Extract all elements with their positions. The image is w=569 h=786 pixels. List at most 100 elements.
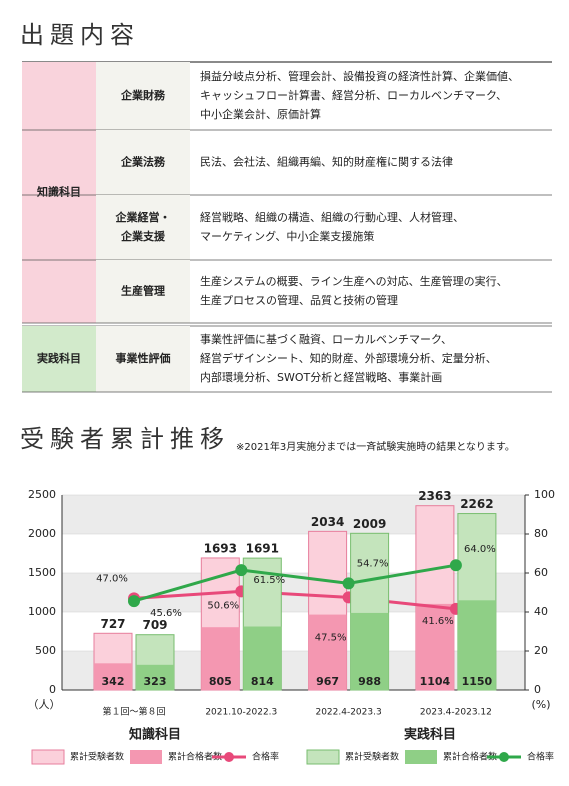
subject-cell xyxy=(96,326,190,392)
legend-dot xyxy=(499,752,509,762)
y2-tick-label: 60 xyxy=(534,566,548,579)
subject-label: 事業性評価 xyxy=(116,351,171,365)
chart-note: ※2021年3月実施分までは一斉試験実施時の結果となります。 xyxy=(236,440,515,453)
content-line: 民法、会社法、組織再編、知的財産権に関する法律 xyxy=(200,155,453,169)
legend-title: 実践科目 xyxy=(404,727,456,743)
bar-value-label: 709 xyxy=(142,618,167,632)
legend-dot xyxy=(224,752,234,762)
y2-tick-label: 20 xyxy=(534,644,548,657)
y2-tick-label: 40 xyxy=(534,605,548,618)
bar xyxy=(415,603,454,690)
rate-label: 61.5% xyxy=(253,575,285,586)
y2-axis-unit: (%) xyxy=(531,698,550,711)
rate-label: 47.0% xyxy=(96,573,128,584)
content-line: 内部環境分析、SWOT分析と経営戦略、事業計画 xyxy=(200,370,442,384)
y2-tick-label: 80 xyxy=(534,527,548,540)
bar-value-label: 1691 xyxy=(246,542,279,556)
rate-label: 47.5% xyxy=(315,632,347,643)
bar xyxy=(350,612,389,690)
y2-tick-label: 0 xyxy=(534,683,541,696)
bar-value-label: 967 xyxy=(316,675,339,688)
legend-label: 累計合格者数 xyxy=(168,751,222,763)
section-title: 出題内容 xyxy=(20,21,140,49)
group-label: 知識科目 xyxy=(36,185,81,199)
group-cell xyxy=(22,326,96,392)
legend-swatch xyxy=(306,749,340,765)
subject-label: 企業財務 xyxy=(120,88,166,102)
subject-label: 生産管理 xyxy=(121,284,165,298)
subject-label: 企業法務 xyxy=(120,155,166,169)
legend-label: 合格率 xyxy=(252,751,279,763)
subject-cell xyxy=(96,62,190,130)
bar-value-label: 342 xyxy=(102,675,125,688)
bar-value-label: 805 xyxy=(209,675,232,688)
subject-label: 企業支援 xyxy=(120,229,166,243)
legend-swatch xyxy=(31,749,65,765)
content-line: 生産プロセスの管理、品質と技術の管理 xyxy=(200,293,398,307)
bar-value-label: 1104 xyxy=(420,675,451,688)
y-tick-label: 2000 xyxy=(28,527,56,540)
chart-title: 受験者累計推移 xyxy=(20,425,230,453)
y-tick-label: 2500 xyxy=(28,488,56,501)
subject-cell xyxy=(96,130,190,195)
legend-label: 累計受験者数 xyxy=(345,751,399,763)
bar-value-label: 2363 xyxy=(418,489,451,503)
rate-label: 64.0% xyxy=(464,544,496,555)
bar xyxy=(243,626,282,690)
bar-value-label: 1693 xyxy=(204,541,237,555)
content-line: 生産システムの概要、ライン生産への対応、生産管理の実行、 xyxy=(200,274,508,288)
rate-label: 41.6% xyxy=(422,616,454,627)
y-axis-unit: （人） xyxy=(28,698,61,711)
bar-value-label: 814 xyxy=(251,675,274,688)
rate-line xyxy=(133,589,457,611)
rate-line xyxy=(133,563,457,603)
subject-label: 企業経営・ xyxy=(115,210,171,224)
bar-value-label: 2262 xyxy=(460,497,493,511)
bar-value-label: 2009 xyxy=(353,517,386,531)
content-line: 経営デザインシート、知的財産、外部環境分析、定量分析、 xyxy=(200,351,497,365)
legend-swatch xyxy=(405,750,437,764)
subject-cell xyxy=(96,195,190,260)
content-line: 経営戦略、組織の構造、組織の行動心理、人材管理、 xyxy=(200,210,464,224)
rate-point xyxy=(128,595,140,608)
rate-point xyxy=(449,559,462,572)
rate-point xyxy=(235,564,248,577)
bar xyxy=(201,627,240,690)
y2-tick-label: 100 xyxy=(534,488,555,501)
legend-label: 合格率 xyxy=(527,751,554,763)
x-tick-label: 第１回～第８回 xyxy=(102,706,165,718)
legend-label: 累計合格者数 xyxy=(443,751,497,763)
content-line: キャッシュフロー計算書、経営分析、ローカルベンチマーク、 xyxy=(200,88,507,102)
legend-title: 知識科目 xyxy=(129,727,181,743)
x-tick-label: 2023.4-2023.12 xyxy=(420,708,492,718)
group-cell xyxy=(22,62,96,323)
y-tick-label: 1000 xyxy=(28,605,56,618)
y-tick-label: 1500 xyxy=(28,566,56,579)
bar-value-label: 988 xyxy=(358,675,381,688)
bar-value-label: 323 xyxy=(144,675,167,688)
x-tick-label: 2022.4-2023.3 xyxy=(315,708,381,718)
y-tick-label: 0 xyxy=(49,683,56,696)
content-line: マーケティング、中小企業支援施策 xyxy=(200,229,374,243)
content-line: 事業性評価に基づく融資、ローカルベンチマーク、 xyxy=(200,332,452,346)
subject-cell xyxy=(96,260,190,323)
bar xyxy=(136,664,174,690)
rate-label: 45.6% xyxy=(150,608,182,619)
content-line: 中小企業会計、原価計算 xyxy=(200,107,321,121)
rate-label: 54.7% xyxy=(357,558,389,569)
y-tick-label: 500 xyxy=(35,644,56,657)
bar xyxy=(94,663,132,690)
rate-point xyxy=(342,577,355,590)
bar-value-label: 727 xyxy=(100,617,125,631)
group-label: 実践科目 xyxy=(37,351,81,365)
rate-label: 50.6% xyxy=(207,600,239,611)
x-tick-label: 2021.10-2022.3 xyxy=(205,708,277,718)
legend-swatch xyxy=(130,750,162,764)
grid-band xyxy=(62,495,525,534)
bar xyxy=(457,600,496,690)
bar-value-label: 2034 xyxy=(311,515,344,529)
content-line: 損益分岐点分析、管理会計、設備投資の経済性計算、企業価値、 xyxy=(200,69,519,83)
bar-value-label: 1150 xyxy=(462,675,493,688)
